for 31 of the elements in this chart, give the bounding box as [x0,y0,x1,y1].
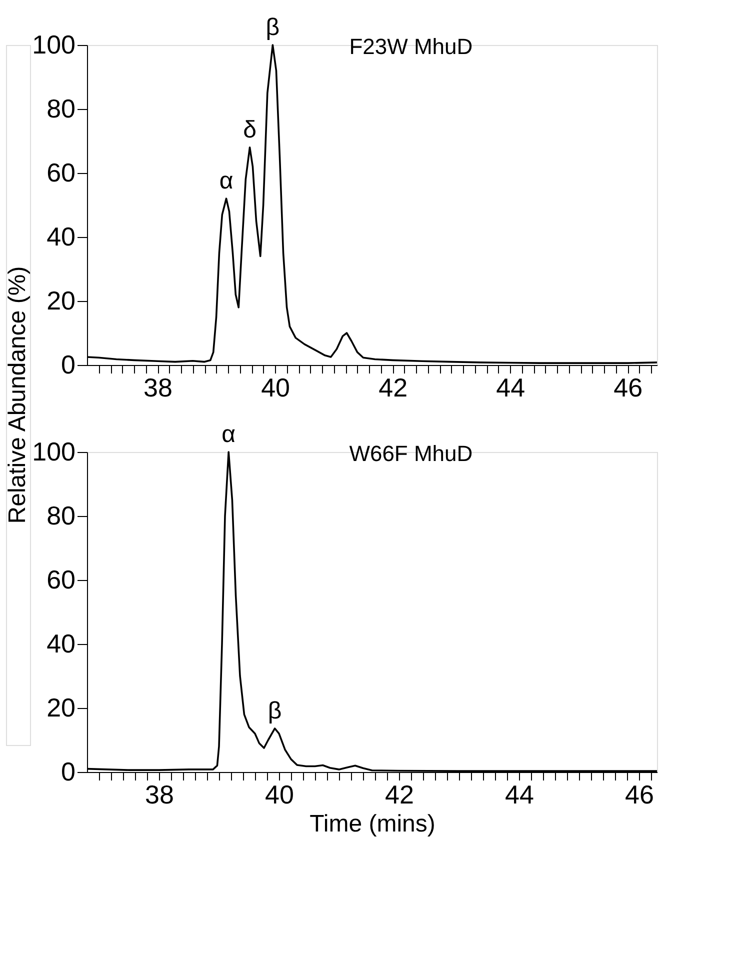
x-tick-label: 42 [385,780,414,810]
y-tick-label: 40 [46,222,76,252]
y-axis-title: Relative Abundance (%) [4,266,31,524]
x-tick-label: 40 [265,780,294,810]
annotation: β [266,14,280,41]
y-tick-label: 100 [32,436,76,466]
y-tick-label: 20 [46,286,76,316]
y-tick-label: 80 [46,500,76,530]
x-tick-label: 46 [625,780,654,810]
x-tick-label: 38 [144,372,172,402]
x-tick-label: 44 [496,372,526,402]
y-tick-label: 0 [61,756,76,786]
x-tick-label: 44 [505,780,534,810]
y-tick-label: 40 [46,628,76,658]
y-tick-label: 60 [46,158,76,188]
annotation: W66F MhuD [349,441,473,466]
y-tick-label: 100 [32,30,76,60]
annotation: δ [243,116,256,144]
x-tick-label: 42 [378,372,408,402]
y-tick-label: 60 [46,564,76,594]
annotation: F23W MhuD [349,34,473,59]
y-tick-label: 0 [61,350,76,380]
annotation: β [268,697,282,724]
x-tick-label: 46 [614,372,643,402]
x-tick-label: 38 [145,780,174,810]
x-axis-title: Time (mins) [310,810,436,838]
y-tick-label: 80 [46,94,76,124]
annotation: α [222,421,236,448]
annotation: α [219,168,234,195]
y-tick-label: 20 [46,692,76,722]
x-tick-label: 40 [261,372,290,402]
